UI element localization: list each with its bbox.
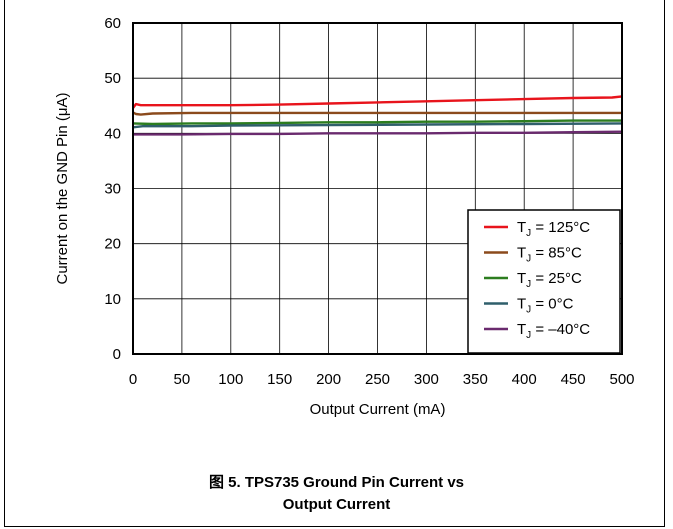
x-tick-label: 50 [174, 371, 191, 388]
series-line-1 [132, 95, 623, 109]
y-axis-label: Current on the GND Pin (μA) [54, 92, 71, 284]
legend-label-2: TJ = 85°C [517, 245, 582, 265]
x-tick-label: 200 [316, 371, 341, 388]
x-tick-label: 400 [512, 371, 537, 388]
y-tick-label: 20 [104, 236, 121, 253]
x-tick-label: 0 [129, 371, 137, 388]
series-line-5 [133, 130, 623, 136]
series-line-3 [132, 119, 622, 126]
y-tick-label: 0 [113, 346, 121, 363]
series-line-4 [132, 122, 623, 129]
figure-frame [4, 0, 665, 527]
x-tick-label: 500 [609, 371, 634, 388]
x-tick-label: 150 [267, 371, 292, 388]
plot-area-border [132, 22, 623, 355]
y-tick-label: 60 [104, 15, 121, 32]
y-tick-label: 50 [104, 70, 121, 87]
caption-line-2: Output Current [282, 496, 391, 513]
legend-label-3: TJ = 25°C [517, 270, 582, 290]
x-tick-label: 350 [463, 371, 488, 388]
legend-label-5: TJ = –40°C [517, 321, 590, 341]
line-chart: 0 50 100 150 200 250 300 350 400 450 500 0 10 20 30 40 5… [54, 15, 635, 418]
figure-caption: 图 5. TPS735 Ground Pin Current vs Output… [0, 472, 673, 516]
series-line-2 [132, 111, 622, 116]
y-tick-label: 40 [104, 125, 121, 142]
y-tick-label: 10 [104, 291, 121, 308]
x-tick-label: 450 [561, 371, 586, 388]
x-axis-label: Output Current (mA) [310, 401, 446, 418]
x-tick-label: 100 [218, 371, 243, 388]
x-tick-label: 300 [414, 371, 439, 388]
legend-label-4: TJ = 0°C [517, 296, 574, 316]
y-tick-label: 30 [104, 181, 121, 198]
legend-label-1: TJ = 125°C [517, 219, 590, 239]
x-tick-label: 250 [365, 371, 390, 388]
caption-line-1: 图 5. TPS735 Ground Pin Current vs [208, 474, 465, 491]
